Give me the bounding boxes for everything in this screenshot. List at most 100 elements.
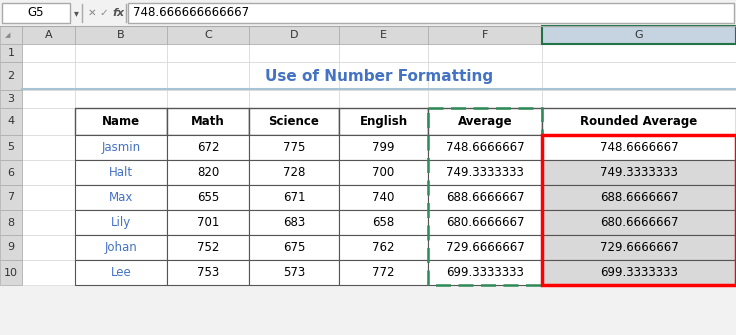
Bar — [249, 260, 339, 285]
Text: ◢: ◢ — [5, 32, 10, 38]
Text: 680.6666667: 680.6666667 — [600, 216, 679, 229]
Bar — [22, 160, 75, 185]
Text: 671: 671 — [283, 191, 305, 204]
Text: 683: 683 — [283, 216, 305, 229]
Text: 2: 2 — [7, 71, 15, 81]
Bar — [75, 44, 167, 62]
Bar — [428, 260, 542, 285]
Text: C: C — [204, 30, 212, 40]
Bar — [249, 26, 339, 44]
Text: 4: 4 — [7, 117, 15, 127]
Bar — [0, 62, 22, 90]
Bar — [167, 108, 249, 135]
Bar — [249, 44, 339, 62]
Bar — [75, 90, 167, 108]
Text: 753: 753 — [197, 266, 219, 279]
Bar — [542, 135, 736, 160]
Bar — [249, 62, 339, 90]
Text: 5: 5 — [7, 142, 15, 152]
Bar — [542, 260, 736, 285]
Text: 655: 655 — [197, 191, 219, 204]
Text: E: E — [380, 30, 387, 40]
Bar — [75, 26, 167, 44]
Bar — [75, 235, 167, 260]
Text: ✕: ✕ — [88, 8, 96, 18]
Bar — [167, 90, 249, 108]
Bar — [428, 210, 542, 235]
Bar — [339, 44, 428, 62]
Bar — [542, 108, 736, 135]
Bar — [167, 26, 249, 44]
Bar — [428, 62, 542, 90]
Bar — [167, 108, 249, 135]
Bar — [249, 185, 339, 210]
Text: 10: 10 — [4, 268, 18, 277]
Bar — [75, 108, 167, 135]
Bar — [22, 108, 75, 135]
Text: 675: 675 — [283, 241, 305, 254]
Text: Johan: Johan — [105, 241, 138, 254]
Bar — [0, 185, 22, 210]
Text: 9: 9 — [7, 243, 15, 253]
Text: fx: fx — [112, 8, 124, 18]
Bar — [0, 108, 22, 135]
Bar — [0, 260, 22, 285]
Text: Math: Math — [191, 115, 225, 128]
Text: 748.6666667: 748.6666667 — [600, 141, 679, 154]
Bar — [542, 210, 736, 235]
Bar — [542, 210, 736, 235]
Bar — [542, 135, 736, 285]
Bar — [542, 135, 736, 160]
Bar — [339, 260, 428, 285]
Bar — [167, 44, 249, 62]
Bar — [542, 62, 736, 90]
Bar — [75, 185, 167, 210]
Text: Science: Science — [269, 115, 319, 128]
Bar — [128, 3, 734, 23]
Bar — [2, 3, 70, 23]
Bar — [75, 135, 167, 160]
Bar — [75, 108, 167, 135]
Bar — [428, 235, 542, 260]
Bar — [75, 160, 167, 185]
Bar — [428, 185, 542, 210]
Bar — [249, 108, 339, 135]
Bar — [542, 108, 736, 135]
Text: A: A — [45, 30, 52, 40]
Bar — [249, 160, 339, 185]
Bar — [75, 260, 167, 285]
Bar — [167, 135, 249, 160]
Bar — [428, 160, 542, 185]
Bar — [428, 90, 542, 108]
Bar — [167, 185, 249, 210]
Bar — [542, 260, 736, 285]
Bar — [249, 260, 339, 285]
Bar — [0, 210, 22, 235]
Text: Max: Max — [109, 191, 133, 204]
Text: F: F — [482, 30, 488, 40]
Bar — [428, 210, 542, 235]
Bar — [428, 135, 542, 160]
Text: 680.6666667: 680.6666667 — [446, 216, 524, 229]
Bar — [22, 44, 75, 62]
Bar — [167, 160, 249, 185]
Bar — [339, 108, 428, 135]
Text: ▾: ▾ — [74, 8, 79, 18]
Bar — [22, 260, 75, 285]
Text: Jasmin: Jasmin — [102, 141, 141, 154]
Bar — [339, 260, 428, 285]
Text: G: G — [634, 30, 643, 40]
Text: Name: Name — [102, 115, 140, 128]
Text: 6: 6 — [7, 168, 15, 178]
Bar — [22, 185, 75, 210]
Bar — [22, 26, 75, 44]
Text: 8: 8 — [7, 217, 15, 227]
Bar — [339, 135, 428, 160]
Bar — [542, 26, 736, 44]
Text: 728: 728 — [283, 166, 305, 179]
Bar — [0, 160, 22, 185]
Bar — [75, 160, 167, 185]
Text: 701: 701 — [197, 216, 219, 229]
Text: 729.6666667: 729.6666667 — [445, 241, 524, 254]
Bar — [0, 44, 22, 62]
